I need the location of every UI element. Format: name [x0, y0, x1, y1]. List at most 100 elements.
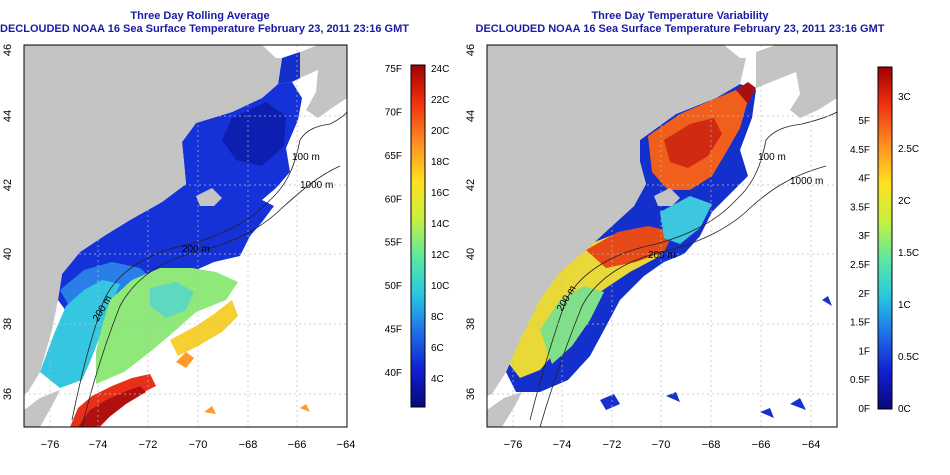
left-sst-ring-cyan [150, 282, 194, 318]
left-cb-c-label-2: 20C [431, 126, 449, 137]
left-x-tick-64: −64 [337, 439, 356, 451]
left-y-tick-46: 46 [2, 44, 14, 56]
left-cb-f-label-1: 70F [385, 107, 402, 118]
left-cb-c-label-9: 6C [431, 343, 444, 354]
left-cb-c-label-1: 22C [431, 95, 449, 106]
right-var-inner-green [540, 286, 604, 364]
right-map-frame [486, 44, 838, 428]
left-colorbar: 75F 70F 65F 60F 55F 50F 45F 40F 24C 22C 20C 18C 16C… [385, 64, 449, 408]
right-cb-f-label-10: 0F [858, 404, 870, 415]
right-contour-200m [529, 139, 767, 421]
right-var-gom-core [664, 118, 722, 168]
left-land-capecod [196, 188, 222, 206]
right-cb-f-label-8: 1F [858, 346, 870, 357]
right-land-mainland [487, 45, 746, 396]
left-map [24, 45, 347, 427]
right-x-axis: −76 −74 −72 −70 −68 −66 −64 [504, 439, 821, 451]
right-cb-f-label-6: 2F [858, 289, 870, 300]
left-cb-c-label-6: 12C [431, 250, 449, 261]
right-cb-f-label-0: 5F [858, 116, 870, 127]
left-y-tick-40: 40 [2, 248, 14, 260]
right-subtitle-line: DECLOUDED NOAA 16 Sea Surface Temperatur… [475, 23, 885, 35]
right-contour-100m [765, 111, 837, 141]
right-cb-c-label-2: 2C [898, 196, 911, 207]
right-y-axis: 36 38 40 42 44 46 [465, 44, 477, 400]
left-cb-f-label-3: 60F [385, 194, 402, 205]
right-y-tick-42: 42 [465, 179, 477, 191]
left-land-capehatteras [24, 390, 60, 427]
right-x-tick-74: −74 [553, 439, 572, 451]
left-cb-f-label-7: 40F [385, 368, 402, 379]
right-cb-f-label-7: 1.5F [850, 318, 870, 329]
left-contour-100m [299, 111, 347, 141]
right-y-tick-44: 44 [465, 110, 477, 122]
right-colorbar: 5F 4.5F 4F 3.5F 3F 2.5F 2F 1.5F 1F 0.5F 0F 3C 2.5C 2… [850, 66, 919, 415]
right-var-north-dark [736, 82, 756, 104]
right-panel-title: Three Day Temperature Variability DECLOU… [420, 10, 940, 36]
right-contour-1000m [539, 165, 827, 427]
right-contour-label-1000m: 1000 m [790, 176, 823, 187]
left-cb-c-label-10: 4C [431, 374, 444, 385]
left-contour-label-100m: 100 m [292, 152, 320, 163]
left-contour-200m [71, 139, 301, 421]
right-cb-c-label-0: 3C [898, 92, 911, 103]
left-y-axis: 36 38 40 42 44 46 [2, 44, 14, 400]
left-title-line: Three Day Rolling Average [130, 10, 270, 22]
right-cb-c-label-5: 0.5C [898, 352, 919, 363]
right-cb-f-label-3: 3.5F [850, 202, 870, 213]
left-contour-label-200m-a: 200 m [182, 244, 210, 255]
right-cb-f-label-2: 4F [858, 174, 870, 185]
right-y-tick-46: 46 [465, 44, 477, 56]
left-subtitle-line: DECLOUDED NOAA 16 Sea Surface Temperatur… [0, 23, 409, 35]
right-y-tick-36: 36 [465, 388, 477, 400]
right-cb-c-label-3: 1.5C [898, 248, 919, 259]
left-sst-warm-core [96, 268, 238, 384]
right-cb-c-label-4: 1C [898, 300, 911, 311]
right-x-tick-66: −66 [752, 439, 771, 451]
right-land-capecod [654, 188, 680, 206]
right-colorbar-ramp [877, 66, 893, 410]
right-x-tick-70: −70 [652, 439, 671, 451]
left-sst-slope-cyan [40, 280, 120, 388]
left-y-tick-42: 42 [2, 179, 14, 191]
right-cb-f-label-1: 4.5F [850, 145, 870, 156]
right-y-tick-38: 38 [465, 318, 477, 330]
left-y-tick-38: 38 [2, 318, 14, 330]
left-cb-c-label-0: 24C [431, 64, 449, 75]
left-sst-gulfstream-edge [170, 300, 238, 356]
left-cb-f-label-2: 65F [385, 151, 402, 162]
left-y-tick-36: 36 [2, 388, 14, 400]
left-y-tick-44: 44 [2, 110, 14, 122]
right-x-tick-76: −76 [504, 439, 523, 451]
left-land-mainland [24, 45, 282, 394]
right-title-line: Three Day Temperature Variability [591, 10, 769, 22]
right-cb-f-label-9: 0.5F [850, 375, 870, 386]
left-contour-1000m [81, 165, 341, 427]
left-cb-c-label-3: 18C [431, 157, 449, 168]
left-land-novascotia [300, 45, 347, 118]
left-cb-f-label-0: 75F [385, 64, 402, 75]
right-x-tick-64: −64 [802, 439, 821, 451]
left-x-tick-76: −76 [41, 439, 60, 451]
left-contour-label-1000m: 1000 m [300, 180, 333, 191]
left-x-tick-74: −74 [89, 439, 108, 451]
left-cb-c-label-8: 8C [431, 312, 444, 323]
left-panel-title: Three Day Rolling Average DECLOUDED NOAA… [0, 10, 409, 36]
right-land-novascotia [756, 45, 837, 118]
right-x-tick-72: −72 [603, 439, 622, 451]
right-cb-c-label-6: 0C [898, 404, 911, 415]
left-cb-f-label-5: 50F [385, 281, 402, 292]
left-gridlines [24, 45, 347, 427]
left-cb-f-label-4: 55F [385, 238, 402, 249]
right-y-tick-40: 40 [465, 248, 477, 260]
right-var-cyan-band [660, 196, 712, 244]
right-var-shelf-hot [586, 226, 674, 268]
left-cb-f-label-6: 45F [385, 325, 402, 336]
left-x-tick-68: −68 [239, 439, 258, 451]
left-map-frame [23, 44, 348, 428]
right-gridlines [487, 45, 837, 427]
left-sst-gulfstream-core [78, 386, 146, 427]
right-contour-label-200m-a: 200 m [648, 250, 676, 261]
right-contour-label-100m: 100 m [758, 152, 786, 163]
